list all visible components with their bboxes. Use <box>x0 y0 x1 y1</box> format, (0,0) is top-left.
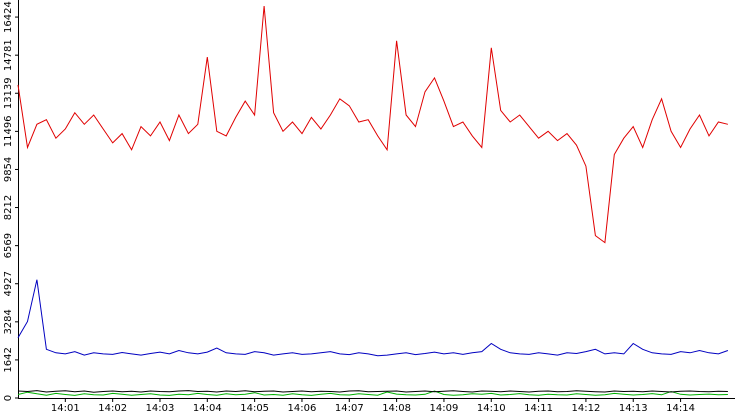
x-tick-label: 14:06 <box>288 403 317 414</box>
x-tick-label: 14:01 <box>51 403 80 414</box>
y-tick-label: 14781 <box>3 39 14 71</box>
x-tick-label: 14:08 <box>382 403 411 414</box>
x-tick-label: 14:13 <box>619 403 648 414</box>
x-tick-label: 14:03 <box>146 403 175 414</box>
x-tick-label: 14:10 <box>477 403 506 414</box>
series-line <box>17 390 728 396</box>
series-line <box>17 5 729 244</box>
series-line <box>17 390 728 393</box>
x-tick-label: 14:11 <box>524 403 553 414</box>
x-tick-label: 14:09 <box>430 403 459 414</box>
x-tick-label: 14:04 <box>193 403 222 414</box>
y-tick-label: 13139 <box>3 77 14 109</box>
x-tick-label: 14:05 <box>240 403 269 414</box>
series-line <box>17 279 729 357</box>
y-tick-label: 9854 <box>3 157 14 182</box>
x-tick-label: 14:12 <box>572 403 601 414</box>
y-tick-label: 0 <box>3 395 14 401</box>
y-tick-label: 1642 <box>3 347 14 372</box>
x-tick-label: 14:02 <box>98 403 127 414</box>
x-tick-label: 14:14 <box>666 403 695 414</box>
x-tick-label: 14:07 <box>335 403 364 414</box>
y-tick-label: 11496 <box>3 115 14 147</box>
y-tick-label: 6569 <box>3 233 14 258</box>
y-tick-label: 3284 <box>3 309 14 334</box>
y-tick-label: 4927 <box>3 271 14 296</box>
y-tick-label: 16424 <box>3 1 14 33</box>
y-tick-label: 8212 <box>3 195 14 220</box>
